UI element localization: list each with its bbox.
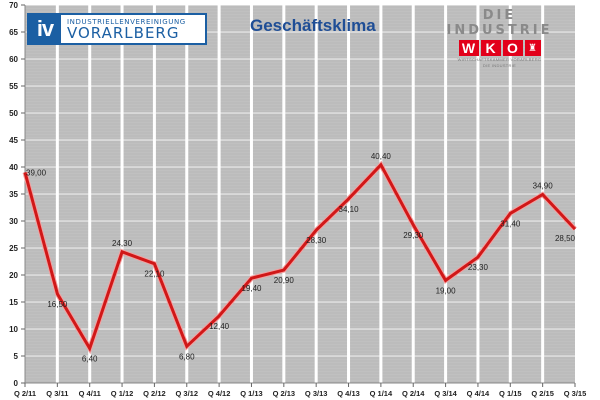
data-label: 6,40 <box>82 354 98 363</box>
x-tick-label: Q 3/15 <box>564 389 587 398</box>
y-tick-label: 20 <box>9 271 18 280</box>
data-label: 20,90 <box>274 276 295 285</box>
y-tick-label: 45 <box>9 136 18 145</box>
data-label: 28,30 <box>306 236 327 245</box>
y-tick-label: 5 <box>14 352 19 361</box>
x-tick-label: Q 3/11 <box>46 389 68 398</box>
data-label: 22,10 <box>144 270 165 279</box>
data-label: 34,10 <box>339 205 360 214</box>
x-tick-label: Q 4/11 <box>79 389 101 398</box>
background-stripes <box>25 6 575 383</box>
y-tick-label: 55 <box>9 82 18 91</box>
wko-letter-k: K <box>480 40 501 56</box>
x-tick-label: Q 2/15 <box>531 389 554 398</box>
data-label: 19,00 <box>436 286 457 295</box>
x-tick-label: Q 4/14 <box>467 389 490 398</box>
y-tick-label: 30 <box>9 217 18 226</box>
y-tick-label: 35 <box>9 190 18 199</box>
x-tick-label: Q 1/12 <box>111 389 134 398</box>
x-tick-label: Q 2/11 <box>14 389 36 398</box>
x-axis-ticks: Q 2/11 Q 3/11 Q 4/11 Q 1/12 Q 2/12 Q 3/12 Q 4/… <box>14 383 586 398</box>
y-tick-label: 50 <box>9 109 18 118</box>
x-tick-label: Q 2/14 <box>402 389 425 398</box>
y-tick-label: 65 <box>9 28 18 37</box>
x-tick-label: Q 4/12 <box>208 389 231 398</box>
y-tick-label: 25 <box>9 244 18 253</box>
y-tick-label: 10 <box>9 325 18 334</box>
wko-sub-line1: WIRTSCHAFTSKAMMER VORARLBERG <box>457 57 542 62</box>
y-tick-label: 60 <box>9 55 18 64</box>
wko-letter-w: W <box>458 40 479 56</box>
y-tick-label: 70 <box>9 1 18 10</box>
data-label: 34,90 <box>533 182 554 191</box>
data-label: 29,30 <box>403 231 424 240</box>
x-tick-label: Q 1/13 <box>240 389 263 398</box>
y-tick-label: 0 <box>14 379 19 388</box>
chart-title: Geschäftsklima <box>250 16 376 35</box>
data-label: 28,50 <box>555 234 576 243</box>
data-label: 16,50 <box>47 300 68 309</box>
data-label: 23,30 <box>468 263 489 272</box>
x-tick-label: Q 2/12 <box>143 389 166 398</box>
wko-letter-o: O <box>502 40 523 56</box>
data-label: 6,80 <box>179 352 195 361</box>
y-tick-label: 40 <box>9 163 18 172</box>
data-label: 24,30 <box>112 239 133 248</box>
iv-logo-line1: INDUSTRIELLENVEREINIGUNG <box>67 17 186 26</box>
y-tick-label: 15 <box>9 298 18 307</box>
y-axis-ticks: 0 5 10 15 20 25 30 35 40 45 50 55 60 65 70 <box>9 1 25 388</box>
x-tick-label: Q 3/13 <box>305 389 328 398</box>
data-labels: 39,00 16,50 6,40 24,30 22,10 6,80 12,40 19,40 20… <box>26 152 576 364</box>
data-label: 39,00 <box>26 168 47 177</box>
series-line <box>23 162 577 352</box>
iv-logo-mark: iv <box>29 15 61 43</box>
crest-icon: ♜ <box>524 40 541 56</box>
data-label: 31,40 <box>500 219 521 228</box>
data-label: 12,40 <box>209 322 230 331</box>
x-tick-label: Q 1/15 <box>499 389 522 398</box>
iv-logo-line2: VORARLBERG <box>67 23 180 42</box>
data-label: 19,40 <box>241 284 262 293</box>
x-tick-label: Q 3/12 <box>176 389 199 398</box>
wko-top-text: DIE INDUSTRIE <box>446 8 553 38</box>
x-tick-label: Q 2/13 <box>273 389 296 398</box>
data-label: 40,40 <box>371 152 392 161</box>
wko-logo: DIE INDUSTRIE W K O ♜ WIRTSCHAFTSKAMMER … <box>432 8 567 68</box>
x-tick-label: Q 4/13 <box>337 389 360 398</box>
x-tick-label: Q 3/14 <box>434 389 457 398</box>
wko-sub-line2: DIE INDUSTRIE <box>482 63 517 68</box>
iv-vorarlberg-logo: iv INDUSTRIELLENVEREINIGUNG VORARLBERG <box>27 13 207 45</box>
x-tick-label: Q 1/14 <box>370 389 393 398</box>
